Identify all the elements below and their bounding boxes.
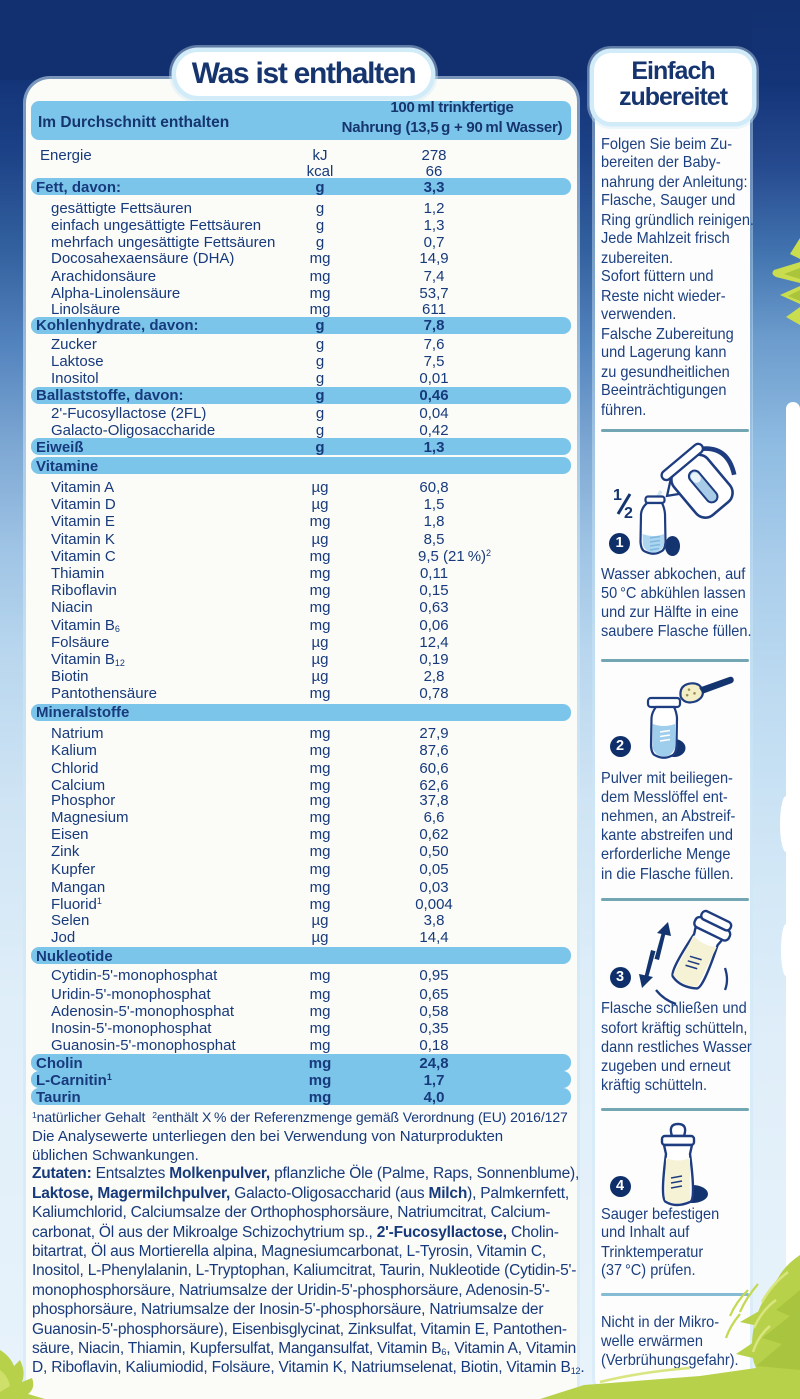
svg-text:2: 2: [624, 505, 633, 520]
svg-text:1: 1: [613, 487, 622, 504]
